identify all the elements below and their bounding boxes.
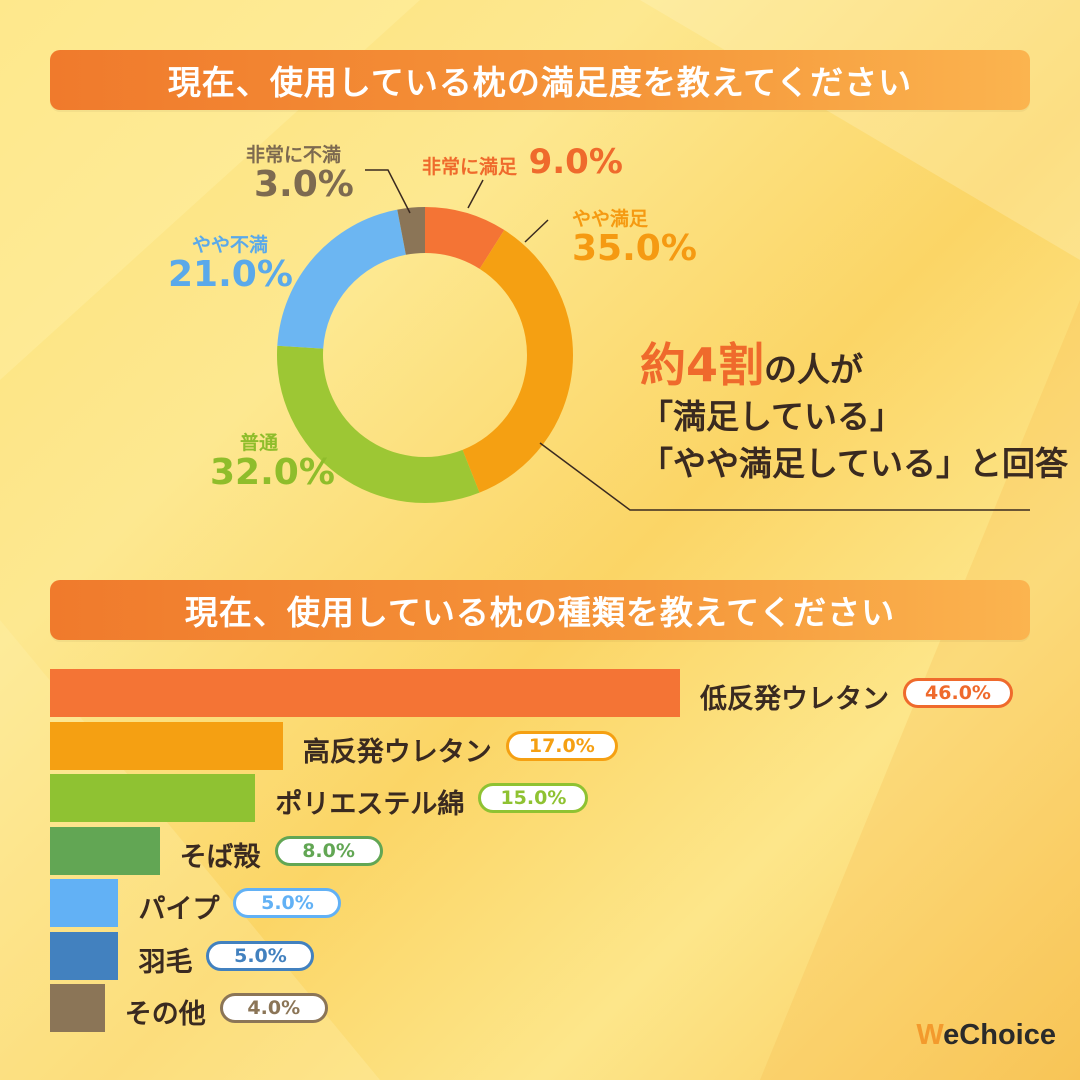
bar-label-pipe: パイプ xyxy=(138,894,220,925)
bar-label-feather: 羽毛 xyxy=(138,946,193,978)
value-pill-pipe: 5.0% xyxy=(233,888,342,918)
callout-line3: 「やや満足している」と回答 xyxy=(640,444,1069,483)
value-pill-high-rebound-urethane: 17.0% xyxy=(505,730,618,761)
satisfaction-question-header: 現在、使用している枕の満足度を教えてください xyxy=(50,50,1030,110)
value-pill-polyester-cotton: 15.0% xyxy=(478,783,589,813)
value-pill-feather: 5.0% xyxy=(206,940,315,971)
donut-label-somewhat-dissatisfied: やや不満 21.0% xyxy=(168,234,293,295)
type-question-title: 現在、使用している枕の種類を教えてください xyxy=(184,593,896,632)
bar-other xyxy=(50,984,105,1032)
donut-slice-somewhat-satisfied xyxy=(462,230,573,493)
leader-line-callout xyxy=(539,442,1030,511)
bar-label-polyester-cotton: ポリエステル綿 xyxy=(275,789,465,820)
value-pill-other: 4.0% xyxy=(219,993,328,1023)
donut-label-neutral: 普通 32.0% xyxy=(210,432,335,493)
bar-label-low-rebound-urethane: 低反発ウレタン xyxy=(700,684,889,715)
donut-label-somewhat-satisfied: やや満足 35.0% xyxy=(572,208,697,269)
donut-label-very-satisfied: 非常に満足 9.0% xyxy=(422,142,623,182)
leader-line-very-dissatisfied xyxy=(365,169,411,214)
donut-slice-very-dissatisfied xyxy=(397,207,425,255)
bar-label-buckwheat-husk: そば殻 xyxy=(179,841,261,873)
type-question-header: 現在、使用している枕の種類を教えてください xyxy=(50,580,1030,640)
bar-pipe xyxy=(50,879,119,927)
leader-line-very-satisfied xyxy=(467,179,484,209)
bar-feather xyxy=(50,931,119,980)
bar-buckwheat-husk xyxy=(50,826,160,875)
donut-slice-somewhat-dissatisfied xyxy=(277,209,406,349)
bar-label-high-rebound-urethane: 高反発ウレタン xyxy=(302,736,492,768)
callout-emphasis: 約4割 xyxy=(640,338,765,392)
value-pill-low-rebound-urethane: 46.0% xyxy=(903,678,1013,708)
bar-high-rebound-urethane xyxy=(50,721,283,770)
bar-label-other: その他 xyxy=(124,999,206,1030)
callout-line1: の人が xyxy=(764,350,864,389)
donut-slice-neutral xyxy=(276,345,480,503)
value-pill-buckwheat-husk: 8.0% xyxy=(274,835,383,866)
bar-polyester-cotton xyxy=(50,774,256,822)
donut-slice-very-satisfied xyxy=(425,207,505,269)
bar-low-rebound-urethane xyxy=(50,669,680,717)
summary-callout: 約4割の人が 「満足している」 「やや満足している」と回答 xyxy=(640,342,1068,487)
satisfaction-question-title: 現在、使用している枕の満足度を教えてください xyxy=(167,63,913,102)
wechoice-logo: WeChoice xyxy=(916,1019,1056,1051)
callout-line2: 「満足している」 xyxy=(640,397,904,436)
leader-line-somewhat-satisfied xyxy=(524,219,549,243)
donut-label-very-dissatisfied: 非常に不満 3.0% xyxy=(246,144,354,205)
